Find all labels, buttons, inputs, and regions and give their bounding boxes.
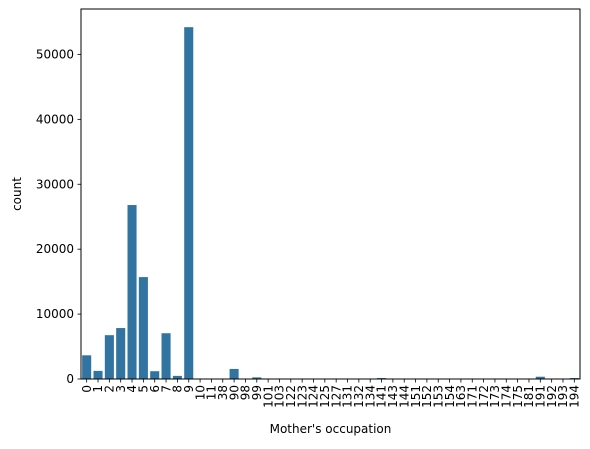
x-axis: 0123456789101138909899101103122123124125… [80, 379, 582, 408]
bar-5 [139, 277, 148, 379]
y-axis: 0 10000 20000 30000 40000 50000 [36, 47, 81, 386]
y-tick-label: 20000 [36, 242, 74, 256]
bar-2 [105, 335, 114, 379]
y-tick-label: 10000 [36, 307, 74, 321]
bar-7 [162, 333, 171, 379]
bar-9 [184, 27, 193, 379]
bars-group [82, 27, 579, 379]
y-tick-label: 0 [66, 372, 74, 386]
x-axis-label: Mother's occupation [270, 422, 392, 436]
y-tick-label: 40000 [36, 112, 74, 126]
bar-1 [93, 371, 102, 379]
bar-0 [82, 355, 91, 379]
x-tick-label: 194 [568, 385, 582, 408]
bar-4 [128, 205, 137, 379]
bar-6 [150, 371, 159, 379]
bar-3 [116, 328, 125, 379]
bar-90 [230, 369, 239, 379]
plot-frame [81, 9, 580, 379]
y-tick-label: 50000 [36, 47, 74, 61]
y-axis-label: count [10, 177, 24, 211]
y-tick-label: 30000 [36, 177, 74, 191]
